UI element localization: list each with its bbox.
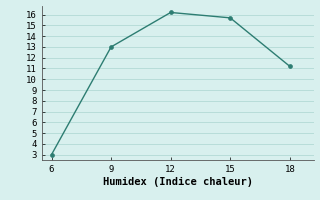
X-axis label: Humidex (Indice chaleur): Humidex (Indice chaleur) — [103, 177, 252, 187]
